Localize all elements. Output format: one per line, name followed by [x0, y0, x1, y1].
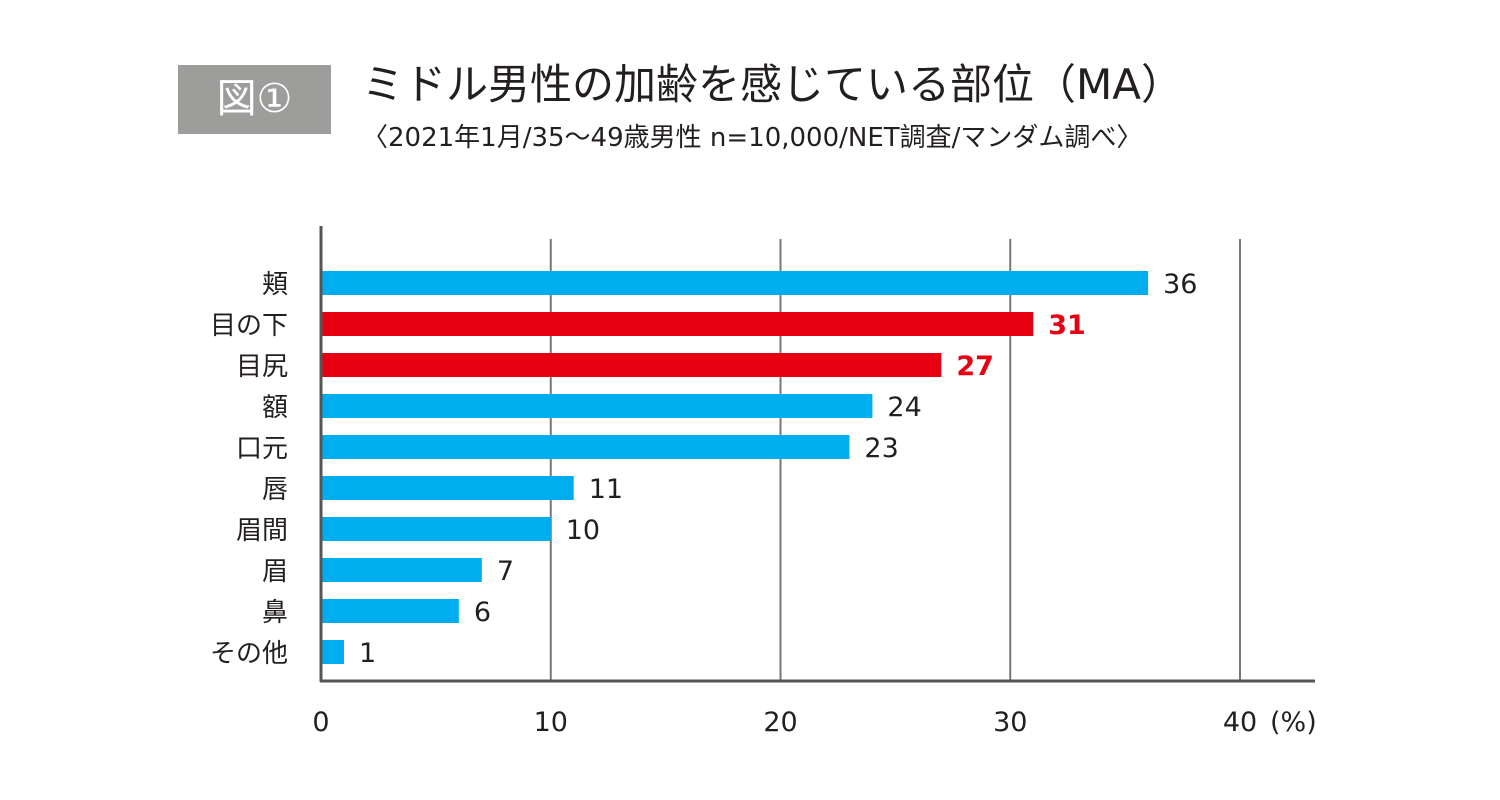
category-label-7: 眉間	[236, 516, 288, 546]
value-label-10: 1	[359, 638, 376, 669]
bar-1	[321, 271, 1149, 295]
axes	[319, 226, 1315, 683]
x-tick-label-40: 40	[1223, 707, 1257, 738]
value-labels: 36 31 27 24 23 11 10 76 1	[359, 269, 1197, 669]
bar-10	[321, 640, 344, 664]
x-tick-label-30: 30	[993, 707, 1027, 738]
value-label-6: 11	[589, 474, 623, 505]
category-label-6: 唇	[262, 475, 288, 505]
bar-5	[321, 435, 850, 459]
value-label-9: 6	[474, 597, 491, 628]
figure-number-badge: 図①	[178, 65, 331, 134]
value-label-2: 31	[1048, 310, 1086, 341]
bar-3	[321, 353, 942, 377]
bars	[321, 271, 1149, 664]
bar-6	[321, 476, 574, 500]
category-label-3: 目尻	[236, 352, 288, 382]
bar-9	[321, 599, 459, 623]
category-label-1: 頬	[262, 270, 288, 300]
x-tick-label-0: 0	[312, 707, 329, 738]
bar-7	[321, 517, 551, 541]
x-tick-label-20: 20	[763, 707, 797, 738]
category-label-10: その他	[210, 639, 288, 669]
bar-4	[321, 394, 873, 418]
x-axis-unit-label: (%)	[1270, 707, 1317, 738]
x-tick-labels: 0 10 20 30 40	[312, 707, 1257, 738]
value-label-7: 10	[566, 515, 600, 546]
chart-subtitle: 〈2021年1月/35〜49歳男性 n=10,000/NET調査/マンダム調べ〉	[362, 123, 1143, 153]
category-label-5: 口元	[236, 434, 288, 464]
bar-2	[321, 312, 1034, 336]
value-label-3: 27	[956, 351, 994, 382]
category-label-8: 眉	[262, 557, 288, 587]
value-label-5: 23	[864, 433, 898, 464]
value-label-4: 24	[887, 392, 921, 423]
x-tick-label-10: 10	[534, 707, 568, 738]
value-label-8: 7	[497, 556, 514, 587]
category-label-9: 鼻	[262, 598, 288, 628]
bar-8	[321, 558, 482, 582]
value-label-1: 36	[1163, 269, 1197, 300]
category-label-2: 目の下	[210, 311, 288, 341]
chart-title: ミドル男性の加齢を感じている部位（MA）	[362, 60, 1183, 109]
category-label-4: 額	[262, 393, 288, 423]
